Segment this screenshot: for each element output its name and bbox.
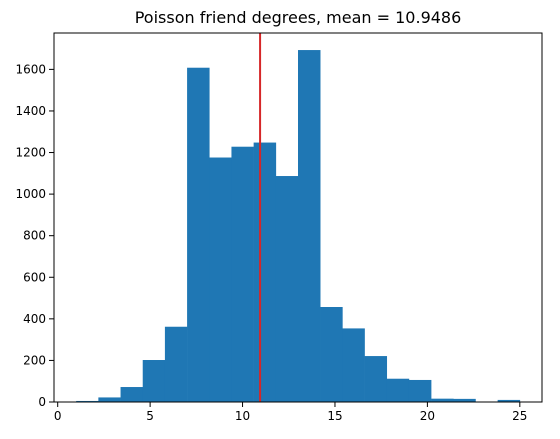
histogram-bar <box>320 307 343 402</box>
histogram-bar <box>253 142 277 402</box>
x-tick-label: 20 <box>420 409 435 423</box>
histogram-bar <box>408 379 432 402</box>
x-tick-label: 0 <box>54 409 62 423</box>
chart-title: Poisson friend degrees, mean = 10.9486 <box>135 8 462 27</box>
x-tick-label: 25 <box>512 409 527 423</box>
histogram-bar <box>497 399 521 402</box>
y-tick-label: 1600 <box>15 62 46 76</box>
histogram-bar <box>386 378 410 402</box>
x-axis: 0 5 10 15 20 25 <box>54 402 527 423</box>
histogram-bar <box>298 50 321 403</box>
histogram-bar <box>76 400 99 402</box>
y-axis: 0 200 400 600 800 1000 1200 1400 1600 <box>15 62 54 409</box>
x-tick-label: 10 <box>235 409 250 423</box>
y-tick-label: 1000 <box>15 187 46 201</box>
histogram-bar <box>98 397 121 402</box>
histogram-bar <box>231 146 254 402</box>
histogram-bar <box>142 360 166 402</box>
axes-frame <box>53 32 543 403</box>
histogram-bar <box>364 356 388 402</box>
y-tick-label: 400 <box>23 312 46 326</box>
histogram-bar <box>209 157 232 402</box>
x-tick-label: 15 <box>327 409 342 423</box>
histogram-bar <box>453 398 476 402</box>
y-tick-label: 1400 <box>15 104 46 118</box>
y-tick-label: 0 <box>38 395 46 409</box>
histogram-bar <box>164 326 188 402</box>
histogram-bars <box>76 50 521 403</box>
y-tick-label: 600 <box>23 270 46 284</box>
x-tick-label: 5 <box>146 409 154 423</box>
y-tick-label: 1200 <box>15 146 46 160</box>
histogram-bar <box>187 67 210 402</box>
y-tick-label: 800 <box>23 229 46 243</box>
histogram-bar <box>120 387 144 402</box>
y-tick-label: 200 <box>23 353 46 367</box>
histogram-bar <box>275 176 299 402</box>
histogram-bar <box>431 398 454 402</box>
histogram-bar <box>342 328 365 402</box>
